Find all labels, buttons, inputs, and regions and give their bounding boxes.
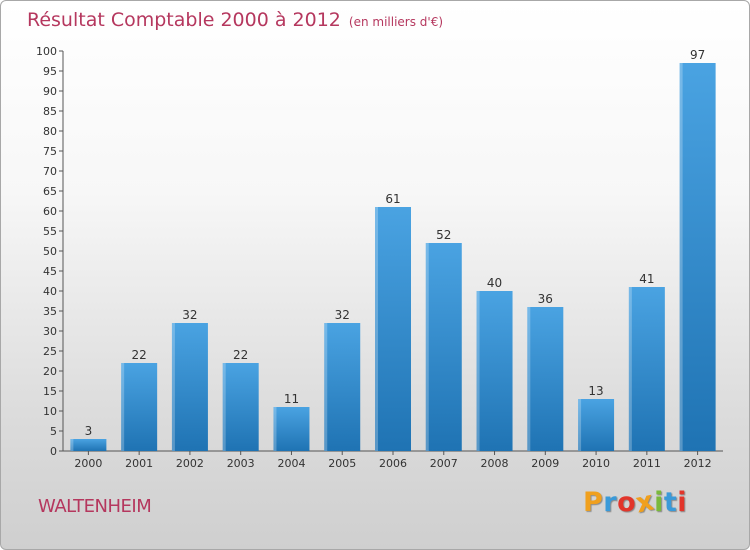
bar-highlight (222, 363, 226, 451)
y-tick-label: 60 (43, 205, 57, 218)
bar-value-label: 36 (538, 292, 553, 306)
x-tick-label: 2000 (74, 457, 102, 470)
commune-name: WALTENHEIM (38, 496, 152, 517)
x-tick-label: 2008 (481, 457, 509, 470)
x-tick-label: 2009 (531, 457, 559, 470)
bar (324, 323, 361, 451)
x-tick-label: 2001 (125, 457, 153, 470)
y-tick-label: 30 (43, 325, 57, 338)
bar (628, 287, 665, 451)
bar (578, 399, 615, 451)
y-tick-label: 50 (43, 245, 57, 258)
title-text: Résultat Comptable 2000 à 2012 (27, 9, 341, 31)
bar-highlight (121, 363, 125, 451)
bar-highlight (375, 207, 378, 451)
x-tick-label: 2005 (328, 457, 356, 470)
bar-value-label: 61 (385, 192, 400, 206)
x-tick-label: 2010 (582, 457, 610, 470)
logo-letter: t (663, 487, 678, 518)
chart-bars: 3 22 32 22 11 32 61 52 40 36 13 41 97 (70, 48, 716, 451)
bar-highlight (324, 323, 328, 451)
bar-highlight (628, 287, 632, 451)
proxiti-logo: Proxiti (583, 485, 688, 519)
bar-value-label: 52 (436, 228, 451, 242)
bar-value-label: 11 (284, 392, 299, 406)
y-tick-label: 35 (43, 305, 57, 318)
bar-value-label: 32 (182, 308, 197, 322)
x-tick-label: 2011 (633, 457, 661, 470)
y-tick-label: 45 (43, 265, 57, 278)
y-tick-label: 5 (50, 425, 57, 438)
bar (121, 363, 158, 451)
logo-letter: i (654, 487, 664, 518)
y-tick-label: 85 (43, 105, 57, 118)
bar (375, 207, 411, 451)
y-tick-label: 10 (43, 405, 57, 418)
bar-highlight (679, 63, 683, 451)
y-tick-label: 100 (36, 45, 57, 58)
y-tick-label: 75 (43, 145, 57, 158)
bar-highlight (425, 243, 429, 451)
bar (425, 243, 462, 451)
bar-value-label: 22 (132, 348, 147, 362)
x-tick-label: 2012 (684, 457, 712, 470)
bar-value-label: 32 (335, 308, 350, 322)
title-unit: (en milliers d'€) (348, 15, 444, 29)
y-tick-label: 40 (43, 285, 57, 298)
logo-letter: P (583, 487, 604, 518)
bar (70, 439, 107, 451)
y-tick-label: 55 (43, 225, 57, 238)
bar (273, 407, 310, 451)
logo-letter: r (603, 487, 618, 518)
bar (679, 63, 716, 451)
bar-highlight (476, 291, 480, 451)
x-tick-label: 2007 (430, 457, 458, 470)
y-tick-label: 15 (43, 385, 57, 398)
y-tick-label: 20 (43, 365, 57, 378)
bar-highlight (578, 399, 582, 451)
bar (527, 307, 564, 451)
x-tick-label: 2004 (277, 457, 305, 470)
logo-letter: i (677, 487, 688, 518)
bar-highlight (70, 439, 74, 451)
y-tick-label: 80 (43, 125, 57, 138)
y-tick-label: 65 (43, 185, 57, 198)
bar-value-label: 41 (639, 272, 654, 286)
bar-value-label: 3 (85, 424, 93, 438)
bar-value-label: 13 (588, 384, 603, 398)
x-tick-label: 2006 (379, 457, 407, 470)
bar (222, 363, 259, 451)
bar-highlight (171, 323, 175, 451)
y-tick-label: 25 (43, 345, 57, 358)
y-tick-label: 95 (43, 65, 57, 78)
bar-value-label: 97 (690, 48, 705, 62)
chart-title: Résultat Comptable 2000 à 2012 (en millie… (27, 9, 443, 31)
y-tick-label: 90 (43, 85, 57, 98)
bar (476, 291, 513, 451)
bar (171, 323, 208, 451)
y-tick-label: 0 (50, 445, 57, 458)
y-tick-label: 70 (43, 165, 57, 178)
x-tick-label: 2003 (227, 457, 255, 470)
x-tick-label: 2002 (176, 457, 204, 470)
logo-letter: o (617, 487, 637, 518)
bar-value-label: 40 (487, 276, 502, 290)
bar-highlight (527, 307, 531, 451)
bar-highlight (273, 407, 277, 451)
bar-value-label: 22 (233, 348, 248, 362)
